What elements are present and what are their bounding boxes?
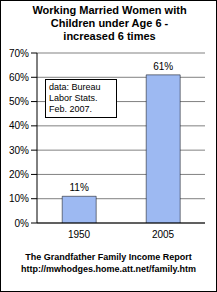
html-text:The Grandfather Family Income: The Grandfather Family Income Report [25, 252, 192, 262]
svg-text:50%: 50% [9, 96, 29, 107]
svg-text:10%: 10% [9, 193, 29, 204]
svg-text:1950: 1950 [68, 229, 91, 240]
html-text:data: Bureau Labor Stats. Feb.: data: Bureau Labor Stats. Feb. 2007. [49, 82, 101, 114]
svg-text:40%: 40% [9, 120, 29, 131]
svg-text:30%: 30% [9, 145, 29, 156]
svg-text:20%: 20% [9, 169, 29, 180]
svg-text:0%: 0% [15, 218, 30, 229]
svg-text:60%: 60% [9, 72, 29, 83]
svg-text:2005: 2005 [152, 229, 175, 240]
svg-text:61%: 61% [153, 61, 173, 72]
html-text:Working Married Women with Chi: Working Married Women with Children unde… [32, 4, 187, 42]
svg-text:11%: 11% [70, 182, 89, 193]
html-text:http://mwhodges.home.att.net/f: http://mwhodges.home.att.net/family.htm [21, 264, 196, 274]
svg-text:70%: 70% [9, 48, 29, 59]
